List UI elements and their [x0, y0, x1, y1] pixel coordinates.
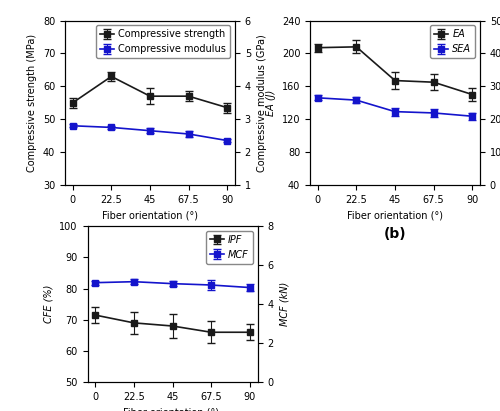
Legend: Compressive strength, Compressive modulus: Compressive strength, Compressive modulu…	[96, 25, 230, 58]
Legend: EA, SEA: EA, SEA	[430, 25, 475, 58]
Text: (a): (a)	[139, 226, 161, 240]
X-axis label: Fiber orientation (°): Fiber orientation (°)	[347, 210, 443, 220]
X-axis label: Fiber orientation (°): Fiber orientation (°)	[102, 210, 198, 220]
Y-axis label: MCF (kN): MCF (kN)	[279, 282, 289, 326]
Legend: IPF, MCF: IPF, MCF	[206, 231, 252, 263]
Text: (b): (b)	[384, 226, 406, 240]
Y-axis label: EA (J): EA (J)	[266, 90, 276, 116]
Y-axis label: CFE (%): CFE (%)	[44, 285, 54, 323]
X-axis label: Fiber orientation (°) : Fiber orientation (°)	[123, 408, 222, 411]
Y-axis label: Compressive strength (MPa): Compressive strength (MPa)	[28, 34, 38, 172]
Y-axis label: Compressive modulus (GPa): Compressive modulus (GPa)	[256, 34, 266, 172]
